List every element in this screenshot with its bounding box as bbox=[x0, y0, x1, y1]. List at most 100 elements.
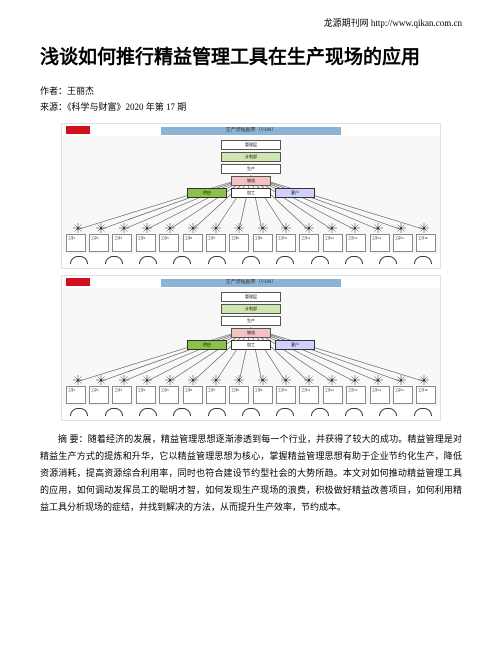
arch-icon bbox=[311, 408, 329, 416]
source-line: 来源：《科学与财富》2020 年第 17 期 bbox=[40, 99, 462, 115]
burst-icon bbox=[304, 372, 314, 382]
leaf-box: 工序10 bbox=[276, 234, 296, 252]
leaf-box: 工序16 bbox=[416, 234, 436, 252]
burst-icon bbox=[396, 372, 406, 382]
abstract-text: 随着经济的发展，精益管理思想逐渐渗透到每一个行业，并获得了较大的成功。精益管理是… bbox=[40, 434, 462, 512]
leaf-box: 工序6 bbox=[183, 234, 203, 252]
figure-1-footer bbox=[62, 254, 440, 268]
leaf-box: 工序8 bbox=[229, 234, 249, 252]
arch-icon bbox=[414, 256, 432, 264]
burst-icon bbox=[258, 220, 268, 230]
burst-icon bbox=[119, 220, 129, 230]
abstract: 摘 要：随着经济的发展，精益管理思想逐渐渗透到每一个行业，并获得了较大的成功。精… bbox=[40, 431, 462, 516]
leaf-box: 工序7 bbox=[206, 234, 226, 252]
arch-icon bbox=[70, 408, 88, 416]
tag: 客户 bbox=[275, 188, 315, 198]
arch-icon bbox=[208, 256, 226, 264]
figure-2-logo bbox=[66, 278, 90, 286]
leaf-box: 工序12 bbox=[323, 234, 343, 252]
burst-icon bbox=[188, 372, 198, 382]
central-box: 物流 bbox=[231, 176, 271, 186]
leaf-box: 工序2 bbox=[89, 386, 109, 404]
burst-icon bbox=[350, 372, 360, 382]
burst-icon bbox=[373, 372, 383, 382]
burst-icon bbox=[281, 372, 291, 382]
leaf-box: 工序1 bbox=[66, 386, 86, 404]
leaf-box: 工序4 bbox=[136, 234, 156, 252]
leaf-box: 工序9 bbox=[253, 386, 273, 404]
arch-icon bbox=[139, 256, 157, 264]
burst-icon bbox=[234, 220, 244, 230]
burst-icon bbox=[327, 372, 337, 382]
leaf-box: 工序13 bbox=[346, 386, 366, 404]
leaf-box: 工序16 bbox=[416, 386, 436, 404]
burst-icon bbox=[142, 372, 152, 382]
burst-icon bbox=[73, 220, 83, 230]
central-box: 管理层 bbox=[221, 140, 281, 150]
figure-1-central: 管理层 计划部 生产 物流 供应 加工 客户 bbox=[187, 140, 315, 198]
central-box: 物流 bbox=[231, 328, 271, 338]
tag-row: 供应 加工 客户 bbox=[187, 188, 315, 198]
abstract-label: 摘 要： bbox=[58, 434, 88, 444]
central-box: 生产 bbox=[221, 164, 281, 174]
burst-icon bbox=[419, 220, 429, 230]
figure-2-footer bbox=[62, 406, 440, 420]
burst-icon bbox=[96, 372, 106, 382]
figure-1-body: 管理层 计划部 生产 物流 供应 加工 客户 工序1工序2工序3工序4工序5工序… bbox=[62, 136, 440, 254]
leaf-box: 工序5 bbox=[159, 386, 179, 404]
central-box: 生产 bbox=[221, 316, 281, 326]
figure-2-banner: 生产流程图表（VSM） bbox=[62, 276, 440, 288]
leaf-box: 工序11 bbox=[299, 386, 319, 404]
header-source-link[interactable]: 龙源期刊网 http://www.qikan.com.cn bbox=[324, 16, 462, 29]
burst-icon bbox=[73, 372, 83, 382]
tag: 加工 bbox=[231, 188, 271, 198]
leaf-box: 工序1 bbox=[66, 234, 86, 252]
leaf-box: 工序5 bbox=[159, 234, 179, 252]
leaf-box: 工序13 bbox=[346, 234, 366, 252]
figure-2-wrap: 生产流程图表（VSM） 管理层 计划部 生产 物流 bbox=[40, 275, 462, 421]
figure-2-boxes: 工序1工序2工序3工序4工序5工序6工序7工序8工序9工序10工序11工序12工… bbox=[62, 386, 440, 404]
burst-icon bbox=[165, 372, 175, 382]
leaf-box: 工序6 bbox=[183, 386, 203, 404]
burst-icon bbox=[119, 372, 129, 382]
figure-1-banner: 生产流程图表（VSM） bbox=[62, 124, 440, 136]
tag: 供应 bbox=[187, 340, 227, 350]
central-box: 计划部 bbox=[221, 304, 281, 314]
author-line: 作者：王丽杰 bbox=[40, 83, 462, 99]
source-name: 《科学与财富》2020 年第 17 期 bbox=[67, 102, 186, 112]
burst-icon bbox=[373, 220, 383, 230]
burst-icon bbox=[211, 220, 221, 230]
central-box: 管理层 bbox=[221, 292, 281, 302]
figure-2-title: 生产流程图表（VSM） bbox=[161, 279, 341, 287]
tag: 客户 bbox=[275, 340, 315, 350]
leaf-box: 工序7 bbox=[206, 386, 226, 404]
author-name: 王丽杰 bbox=[67, 86, 94, 96]
leaf-box: 工序9 bbox=[253, 234, 273, 252]
burst-icon bbox=[281, 220, 291, 230]
article-title: 浅谈如何推行精益管理工具在生产现场的应用 bbox=[40, 44, 462, 73]
burst-icon bbox=[396, 220, 406, 230]
burst-icon bbox=[188, 220, 198, 230]
figure-1-wrap: 生产流程图表（VSM） 管理层 计划部 生产 物流 bbox=[40, 123, 462, 269]
arch-icon bbox=[173, 408, 191, 416]
burst-icon bbox=[211, 372, 221, 382]
burst-icon bbox=[258, 372, 268, 382]
arch-icon bbox=[70, 256, 88, 264]
figure-1: 生产流程图表（VSM） 管理层 计划部 生产 物流 bbox=[61, 123, 441, 269]
leaf-box: 工序8 bbox=[229, 386, 249, 404]
arch-icon bbox=[379, 256, 397, 264]
leaf-box: 工序12 bbox=[323, 386, 343, 404]
arch-icon bbox=[414, 408, 432, 416]
leaf-box: 工序3 bbox=[112, 234, 132, 252]
burst-icon bbox=[304, 220, 314, 230]
article-meta: 作者：王丽杰 来源：《科学与财富》2020 年第 17 期 bbox=[40, 83, 462, 115]
arch-icon bbox=[208, 408, 226, 416]
leaf-box: 工序14 bbox=[370, 234, 390, 252]
leaf-box: 工序4 bbox=[136, 386, 156, 404]
leaf-box: 工序10 bbox=[276, 386, 296, 404]
arch-icon bbox=[345, 256, 363, 264]
tag-row: 供应 加工 客户 bbox=[187, 340, 315, 350]
arch-icon bbox=[173, 256, 191, 264]
arch-icon bbox=[379, 408, 397, 416]
figure-2-body: 管理层 计划部 生产 物流 供应 加工 客户 工序1工序2工序3工序4工序5工序… bbox=[62, 288, 440, 406]
